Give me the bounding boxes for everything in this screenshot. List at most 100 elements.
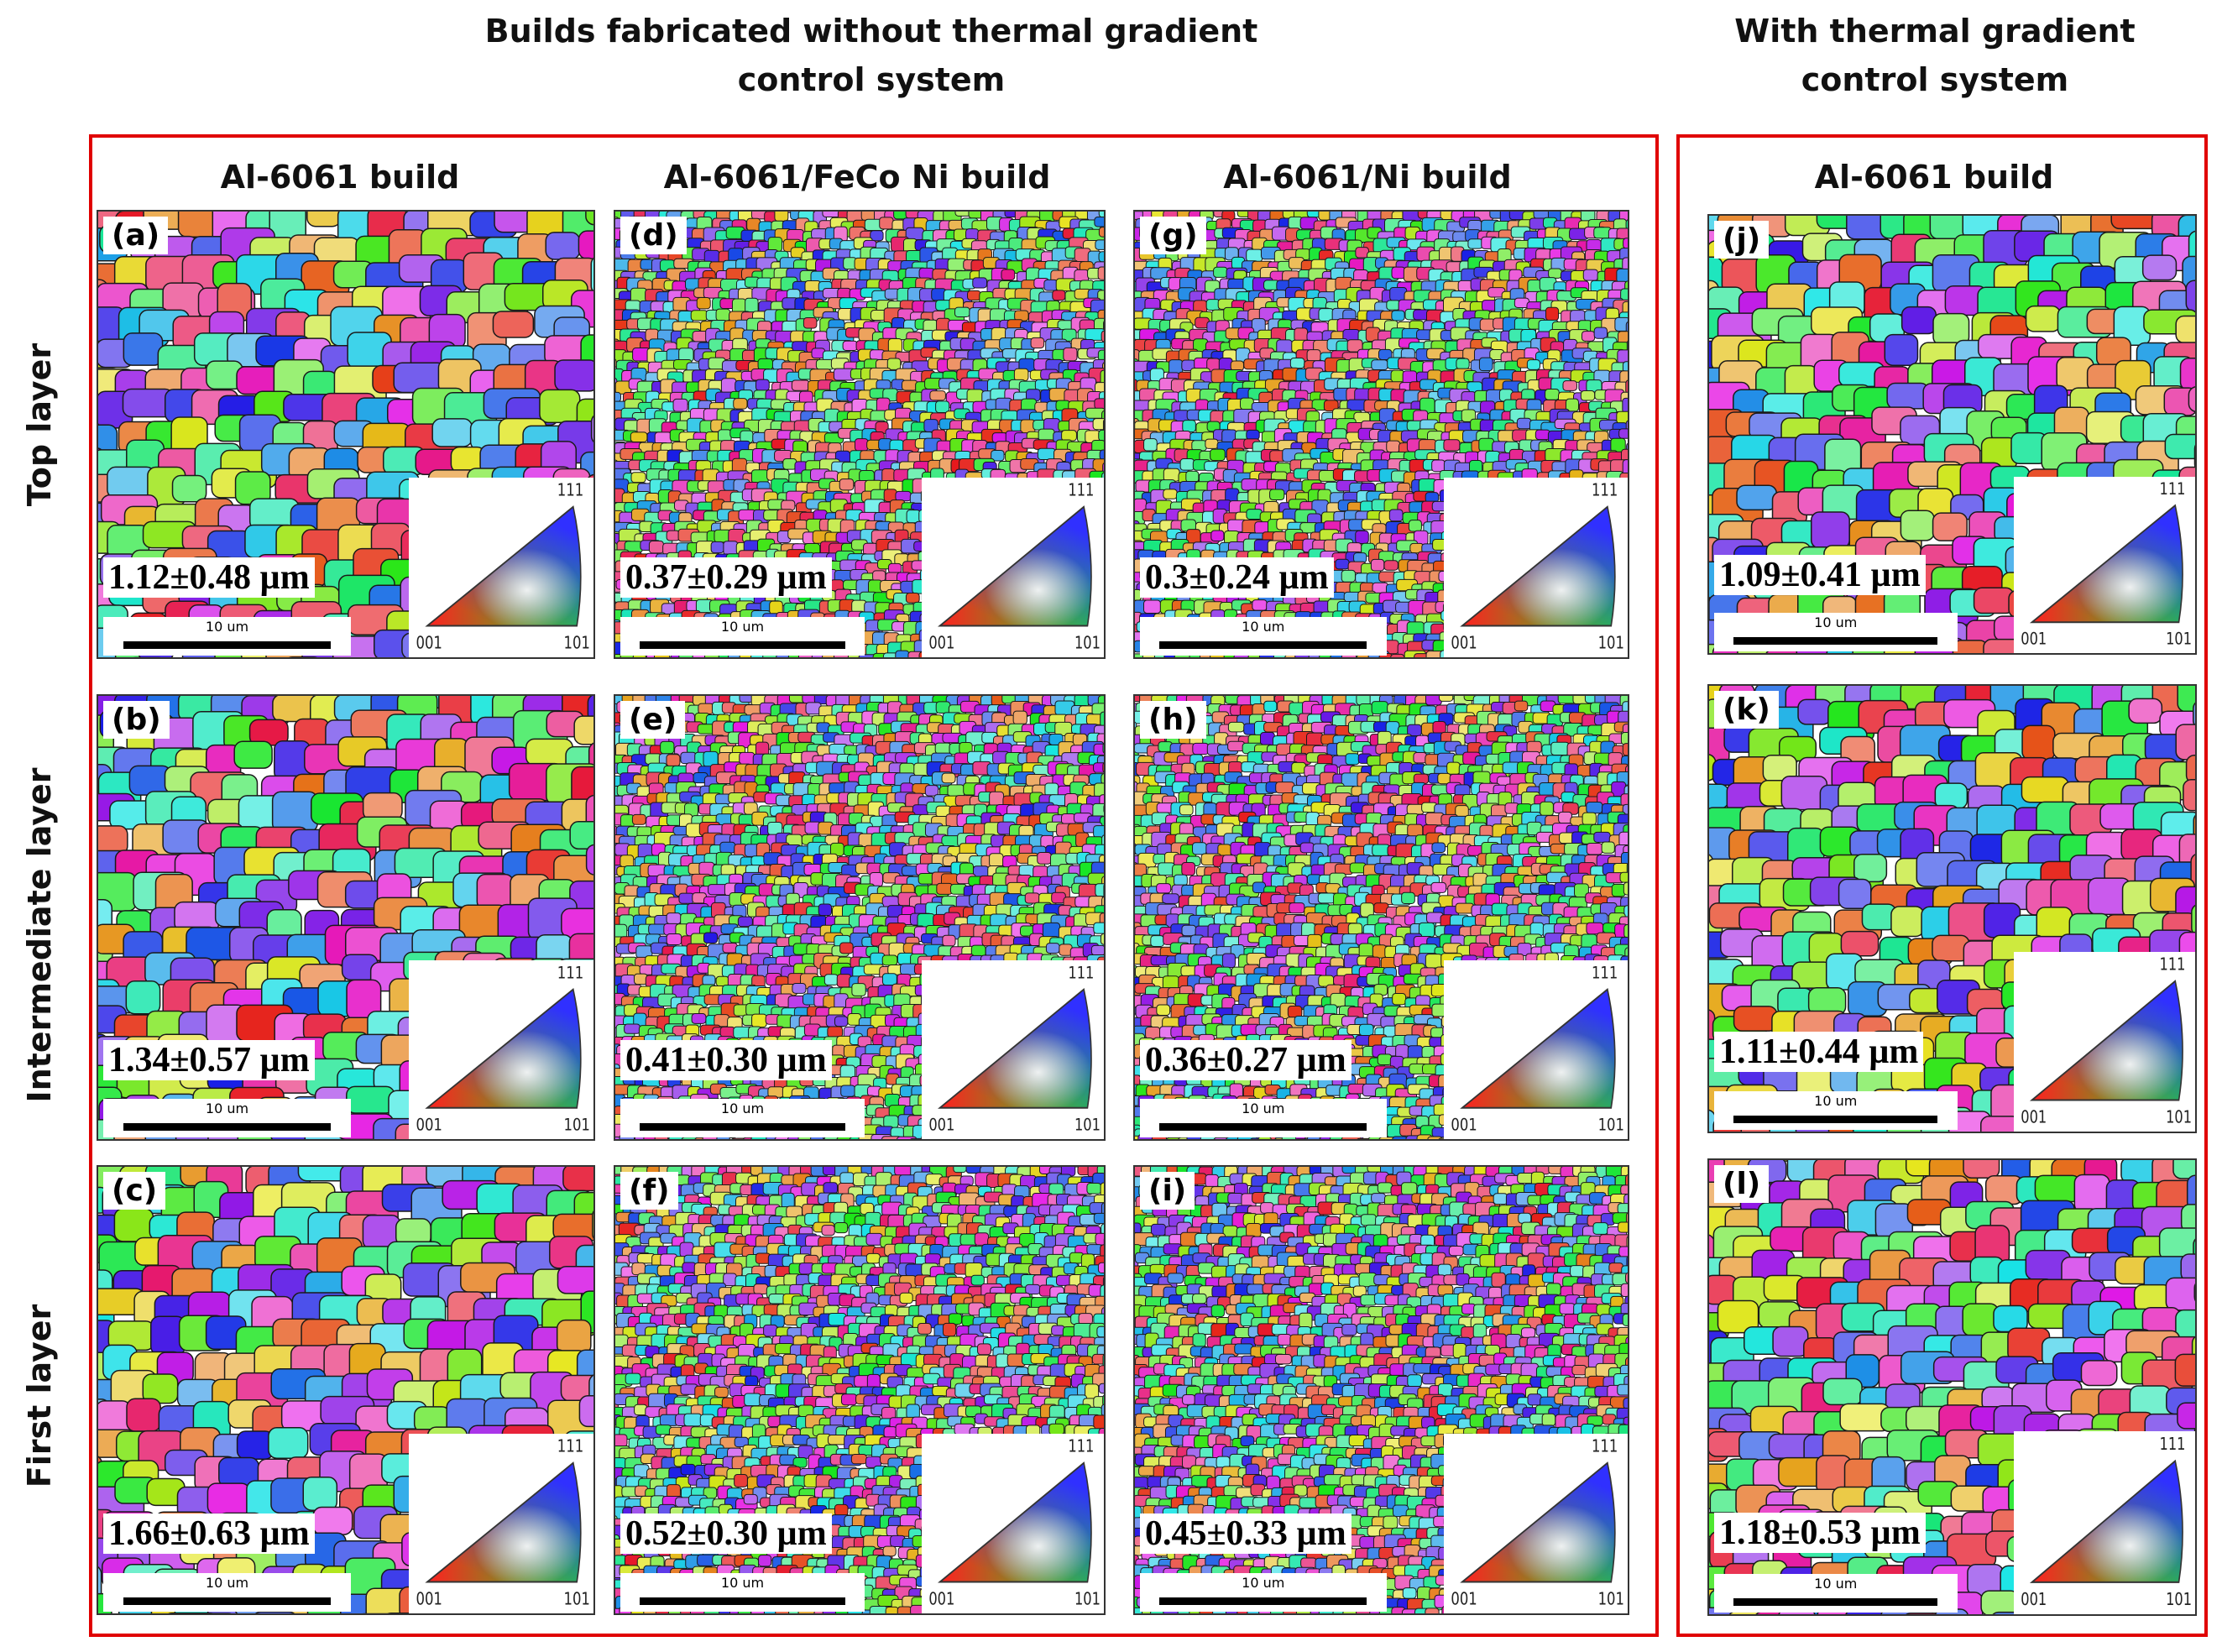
grain	[1095, 399, 1106, 409]
ipf-label: 111	[557, 1437, 583, 1456]
grain	[307, 212, 341, 227]
ipf-label: 101	[1074, 634, 1101, 653]
scale-bar-line	[123, 641, 332, 649]
grain	[824, 975, 838, 985]
grain	[775, 212, 788, 221]
grain	[930, 391, 946, 400]
grain	[667, 755, 680, 766]
grain	[164, 1613, 218, 1615]
ebsd-map: (d) 0.37±0.29 µm 10 um 111 001 101	[614, 210, 1106, 659]
grain	[852, 984, 865, 996]
grain	[896, 491, 911, 500]
grain	[493, 311, 533, 337]
grain	[555, 360, 595, 391]
grain	[873, 571, 886, 582]
grain	[303, 1477, 337, 1510]
grain	[1095, 884, 1106, 897]
grain	[193, 1613, 237, 1615]
grain	[720, 842, 735, 853]
grain	[752, 1014, 767, 1027]
grain	[697, 298, 710, 309]
grain	[1025, 893, 1039, 903]
scale-bar-label: 10 um	[620, 619, 865, 635]
grain	[1104, 562, 1106, 577]
grain	[363, 793, 402, 820]
column-header: Al-6061 build	[221, 159, 460, 196]
grain	[1098, 267, 1106, 280]
grain	[591, 256, 595, 295]
grain	[751, 470, 768, 484]
grain	[954, 307, 970, 316]
grain	[284, 657, 322, 659]
grain	[253, 1612, 297, 1615]
left-title: Builds fabricated without thermal gradie…	[452, 7, 1291, 104]
grain	[667, 934, 682, 945]
grain	[1101, 712, 1106, 726]
grain	[667, 913, 681, 924]
grain	[834, 1017, 847, 1027]
grain	[679, 893, 694, 903]
grain	[880, 217, 893, 229]
panel-label: (d)	[620, 217, 687, 254]
grain	[557, 1320, 591, 1354]
grain	[1105, 903, 1106, 913]
grain	[1098, 350, 1106, 361]
grain	[1104, 623, 1106, 635]
grain	[347, 1086, 395, 1113]
grain	[840, 943, 854, 954]
grain	[625, 1024, 640, 1033]
grain	[574, 716, 595, 745]
grain-size-label: 0.37±0.29 µm	[620, 557, 832, 598]
grain-size-label: 1.66±0.63 µm	[103, 1513, 315, 1554]
grain	[313, 1508, 353, 1535]
scale-bar-label: 10 um	[103, 619, 351, 635]
grain	[811, 873, 823, 886]
grain	[234, 741, 272, 768]
grain	[325, 658, 375, 659]
ipf-label: 111	[557, 481, 583, 500]
grain	[514, 1139, 570, 1141]
grain	[432, 419, 472, 447]
grain	[383, 1613, 429, 1615]
grain	[1014, 369, 1028, 380]
grain	[906, 593, 919, 604]
grain	[1100, 450, 1106, 460]
grain	[127, 657, 167, 659]
grain	[649, 541, 663, 553]
grain	[1105, 701, 1106, 714]
scale-bar: 10 um	[103, 617, 351, 656]
ipf-label: 001	[416, 634, 442, 653]
grain	[540, 389, 580, 422]
grain	[723, 943, 737, 952]
grain	[896, 651, 909, 659]
grain	[578, 231, 595, 259]
ipf-label: 111	[1068, 481, 1094, 500]
column-header: Al-6061/FeCo Ni build	[664, 159, 1051, 196]
grain	[673, 399, 688, 411]
grain	[925, 786, 938, 796]
grain	[1105, 277, 1106, 291]
grain	[592, 413, 595, 444]
grain	[734, 399, 747, 409]
grain	[755, 379, 769, 390]
grain	[557, 1267, 595, 1294]
ipf-label: 001	[416, 1116, 442, 1135]
grain	[1099, 430, 1106, 441]
grain	[888, 563, 901, 573]
grain	[630, 432, 647, 442]
grain	[615, 392, 621, 401]
grain	[1095, 240, 1106, 249]
panel-label: (b)	[103, 701, 170, 739]
grain	[563, 1167, 595, 1191]
grain	[1101, 331, 1106, 342]
grain	[698, 703, 714, 714]
column-header: Al-6061 build	[1815, 159, 2054, 196]
ipf-label: 111	[557, 964, 583, 983]
grain	[269, 1428, 308, 1458]
grain	[1094, 923, 1106, 933]
grain	[123, 333, 162, 365]
grain	[703, 975, 715, 985]
grain	[114, 1209, 153, 1242]
